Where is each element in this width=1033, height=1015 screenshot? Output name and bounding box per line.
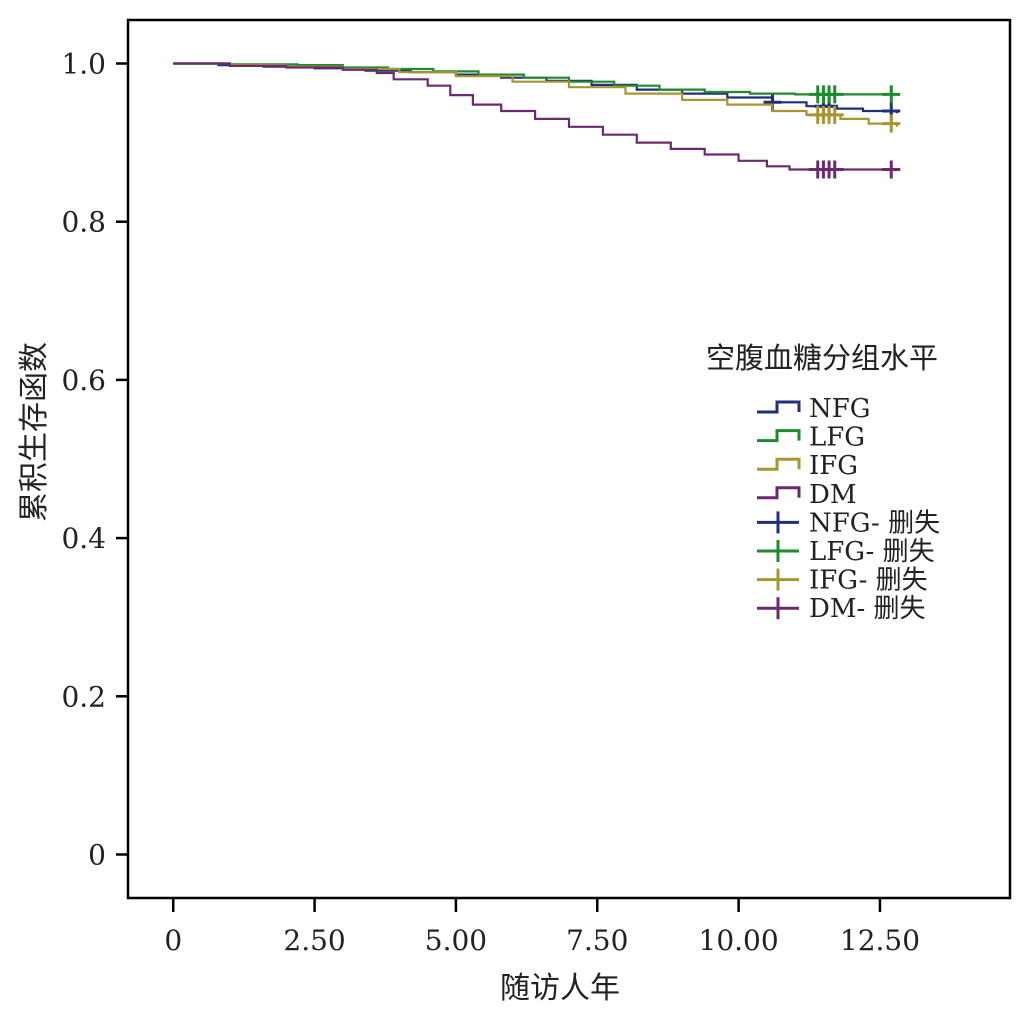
legend-label: IFG- 删失 bbox=[809, 566, 928, 596]
x-axis-title: 随访人年 bbox=[500, 971, 620, 1006]
axes: 0 0.2 0.4 0.6 0.8 1.0 0 2.50 5.00 7.50 10.00 12.50 bbox=[61, 48, 920, 957]
x-tick-label: 2.50 bbox=[283, 924, 345, 957]
y-axis-title: 累积生存函数 bbox=[17, 342, 52, 522]
legend-title: 空腹血糖分组水平 bbox=[706, 341, 938, 375]
legend-label: DM- 删失 bbox=[809, 594, 926, 624]
plot-area bbox=[173, 62, 901, 179]
y-tick-label: 0.2 bbox=[61, 680, 106, 713]
legend-label: NFG- 删失 bbox=[809, 508, 940, 538]
x-tick-label: 10.00 bbox=[699, 924, 779, 957]
x-tick-label: 7.50 bbox=[566, 924, 628, 957]
series-line-lfg bbox=[173, 62, 897, 96]
x-tick-label: 12.50 bbox=[840, 924, 920, 957]
legend-label: DM bbox=[809, 480, 856, 510]
legend-label: LFG bbox=[809, 423, 865, 453]
y-tick-label: 0.8 bbox=[61, 206, 106, 239]
y-tick-label: 0 bbox=[88, 838, 106, 871]
series-line-dm bbox=[173, 62, 897, 171]
y-tick-label: 0.4 bbox=[61, 522, 106, 555]
x-tick-label: 5.00 bbox=[425, 924, 487, 957]
x-tick-label: 0 bbox=[164, 924, 182, 957]
legend-swatch-step bbox=[757, 400, 801, 414]
legend-swatch-step bbox=[757, 486, 801, 500]
series-line-nfg bbox=[173, 62, 898, 114]
legend-label: IFG bbox=[809, 451, 858, 481]
legend-swatch-step bbox=[757, 457, 801, 471]
y-tick-label: 1.0 bbox=[61, 48, 106, 81]
plot-frame bbox=[126, 18, 1012, 900]
legend-label: LFG- 删失 bbox=[809, 537, 935, 567]
legend-swatch-step bbox=[757, 429, 801, 443]
legend-label: NFG bbox=[809, 394, 871, 424]
y-tick-label: 0.6 bbox=[61, 364, 106, 397]
